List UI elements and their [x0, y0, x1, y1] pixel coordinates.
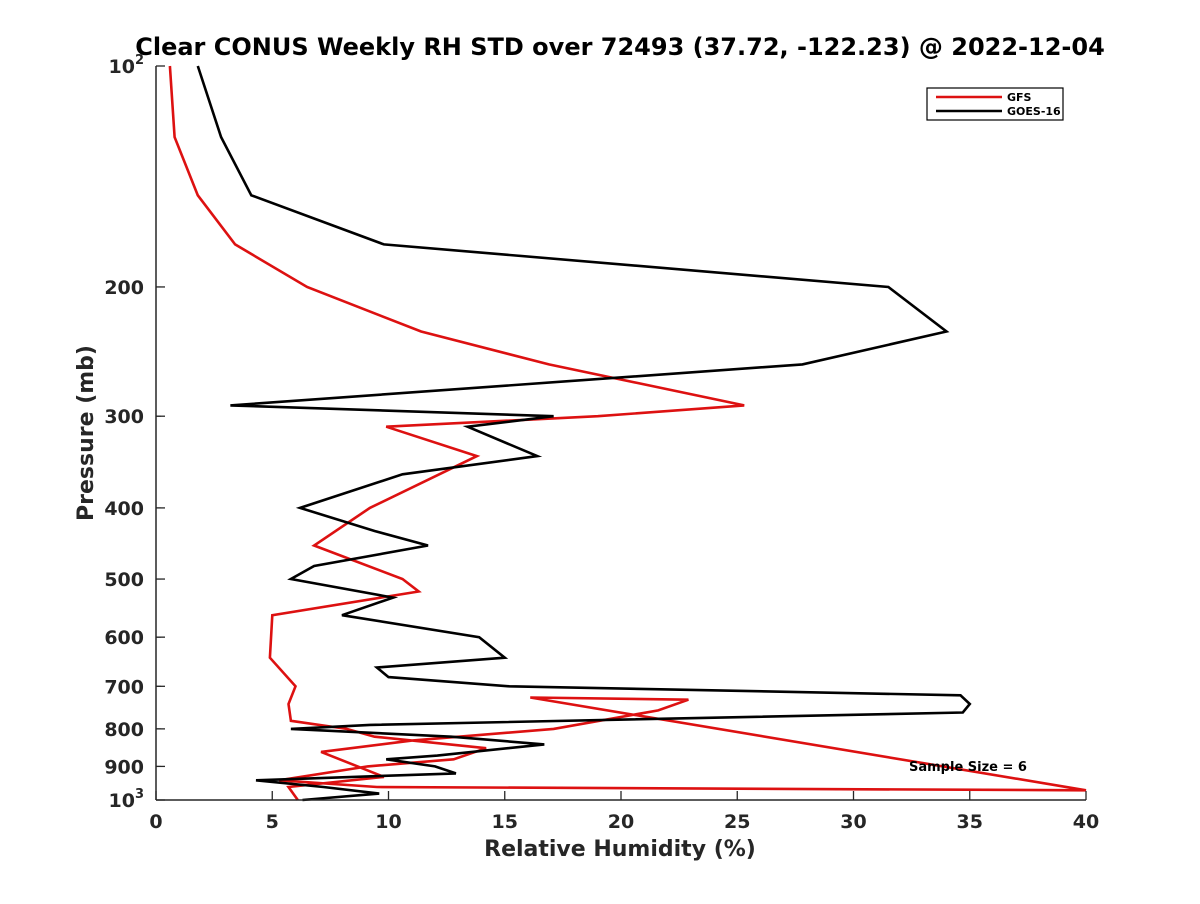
axes: 0 5 10 15 20 25 30 35 40 102 200 300 400 500 600 700 800… — [104, 53, 1099, 833]
y-tick-label: 900 — [104, 756, 144, 778]
y-tick-label: 800 — [104, 719, 144, 741]
y-tick-label: 500 — [104, 569, 144, 591]
x-tick-label: 20 — [608, 811, 634, 833]
legend-box — [926, 87, 1064, 121]
x-tick-label: 10 — [375, 811, 401, 833]
y-tick-label: 103 — [109, 787, 145, 812]
legend-label-gfs: GFS — [1007, 91, 1032, 104]
x-tick-label: 35 — [957, 811, 983, 833]
y-tick-label: 600 — [104, 627, 144, 649]
chart-title: Clear CONUS Weekly RH STD over 72493 (37… — [135, 33, 1105, 61]
legend-label-goes16: GOES-16 — [1007, 105, 1061, 118]
series-line-gfs — [168, 65, 1087, 801]
y-tick-label: 102 — [109, 53, 145, 78]
x-tick-label: 25 — [724, 811, 750, 833]
x-axis-title: Relative Humidity (%) — [484, 837, 756, 862]
y-tick-label: 200 — [104, 277, 144, 299]
x-tick-label: 0 — [149, 811, 162, 833]
x-tick-label: 5 — [266, 811, 279, 833]
series-line-goes16 — [196, 65, 972, 802]
x-tick-label: 30 — [840, 811, 866, 833]
sample-size-annotation: Sample Size = 6 — [909, 760, 1027, 775]
y-tick-label: 400 — [104, 498, 144, 520]
y-tick-label: 300 — [104, 406, 144, 428]
legend: GFS GOES-16 — [926, 87, 1064, 121]
x-tick-label: 40 — [1073, 811, 1099, 833]
y-axis-title: Pressure (mb) — [74, 345, 99, 521]
plot-area — [168, 65, 1087, 802]
y-tick-label: 700 — [104, 676, 144, 698]
x-tick-label: 15 — [492, 811, 518, 833]
